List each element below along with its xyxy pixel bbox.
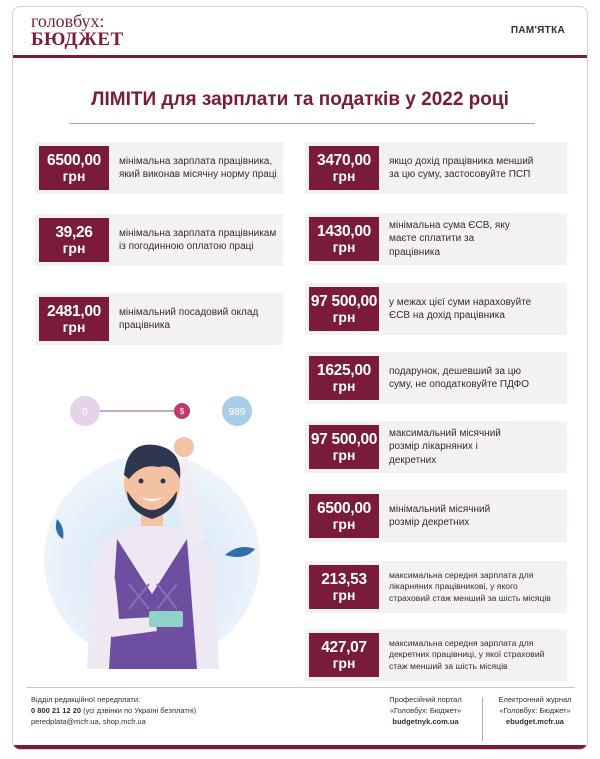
limit-tile: 1625,00 грн подарунок, дешевший за цю су…: [305, 352, 567, 404]
illustration: 0 $ 989: [44, 396, 260, 669]
limit-tile: 1430,00 грн мінімальна сума ЄСВ, яку має…: [305, 213, 567, 265]
amount-unit: грн: [332, 377, 356, 394]
bottom-accent-bar: [13, 745, 587, 749]
amount-badge: 427,07 грн: [309, 633, 379, 677]
amount-value: 2481,00: [47, 302, 101, 320]
subscription-title: Відділ редакційної передплати:: [31, 695, 141, 704]
limit-tile: 97 500,00 грн максимальний місячний розм…: [305, 421, 567, 473]
amount-value: 6500,00: [47, 151, 101, 169]
amount-badge: 213,53 грн: [309, 565, 379, 609]
memo-tag: ПАМ'ЯТКА: [510, 25, 565, 36]
amount-unit: грн: [62, 239, 86, 256]
page-title: ЛІМІТИ для зарплати та податків у 2022 р…: [91, 89, 509, 110]
amount-badge: 2481,00 грн: [39, 297, 109, 341]
subscription-contacts[interactable]: peredplata@mcfr.ua, shop.mcfr.ua: [31, 716, 146, 726]
leaf-icon: [225, 547, 255, 557]
header-divider: [13, 55, 587, 58]
limit-description: мінімальна сума ЄСВ, яку маєте сплатити …: [389, 219, 510, 258]
journal-name: «Головбух: Бюджет»: [499, 705, 571, 715]
amount-badge: 97 500,00 грн: [309, 425, 379, 469]
slider-min-knob: [70, 396, 100, 426]
logo-line2: БЮДЖЕТ: [31, 29, 124, 50]
limit-description: у межах цієї суми нараховуйте ЄСВ на дох…: [389, 296, 532, 322]
limit-description: максимальна середня зарплата для лікарня…: [389, 570, 551, 603]
amount-unit: грн: [332, 308, 356, 325]
footer-divider: [27, 687, 575, 688]
subscription-phone[interactable]: 0 800 21 12 20: [31, 705, 82, 715]
amount-unit: грн: [332, 446, 356, 463]
amount-value: 39,26: [55, 223, 93, 241]
limit-description: мінімальна зарплата працівника, який вик…: [119, 155, 277, 181]
amount-badge: 97 500,00 грн: [309, 287, 379, 331]
amount-value: 427,07: [321, 638, 367, 656]
amount-value: 3470,00: [317, 151, 371, 169]
slider-max-knob: [222, 396, 252, 426]
limit-tile: 427,07 грн максимальна середня зарплата …: [305, 629, 567, 681]
amount-badge: 1430,00 грн: [309, 217, 379, 261]
amount-unit: грн: [62, 167, 86, 184]
slider: 0 $ 989: [70, 396, 252, 426]
limit-tile: 6500,00 грн мінімальна зарплата працівни…: [35, 142, 283, 194]
footer-subscription: Відділ редакційної передплати: 0 800 21 …: [31, 695, 331, 728]
limit-tile: 3470,00 грн якщо дохід працівника менший…: [305, 142, 567, 194]
amount-badge: 39,26 грн: [39, 218, 109, 262]
raised-hand: [174, 437, 194, 457]
limit-tile: 6500,00 грн мінімальний місячний розмір …: [305, 490, 567, 542]
amount-badge: 6500,00 грн: [309, 494, 379, 538]
amount-unit: грн: [332, 586, 356, 603]
journal-title: Електронний журнал: [498, 695, 572, 704]
limit-description: мінімальний місячний розмір декретних: [389, 503, 491, 529]
amount-badge: 1625,00 грн: [309, 356, 379, 400]
slider-thumb: [174, 403, 190, 419]
limit-description: мінімальний посадовий оклад працівника: [119, 306, 259, 332]
vest: [109, 539, 197, 669]
portal-name: «Головбух: Бюджет»: [389, 705, 462, 715]
journal-link[interactable]: ebudget.mcfr.ua: [506, 716, 564, 726]
amount-unit: грн: [332, 654, 356, 671]
amount-value: 213,53: [321, 570, 367, 588]
hair: [124, 444, 181, 479]
memo-card: головбух: БЮДЖЕТ ПАМ'ЯТКА ЛІМІТИ для зар…: [12, 6, 588, 750]
title-underline: [69, 123, 535, 124]
portal-link[interactable]: budgetnyk.com.ua: [392, 716, 459, 726]
slider-min-label: 0: [82, 407, 88, 418]
subscription-phone-note: (усі дзвінки по Україні безплатні): [83, 705, 197, 715]
slider-thumb-label: $: [180, 407, 185, 416]
footer-journal: Електронний журнал «Головбух: Бюджет» eb…: [487, 695, 583, 728]
limit-tile: 39,26 грн мінімальна зарплата працівника…: [35, 214, 283, 266]
amount-value: 1430,00: [317, 222, 371, 240]
footer-separator: [482, 697, 483, 741]
amount-unit: грн: [332, 167, 356, 184]
limit-description: якщо дохід працівника менший за цю суму,…: [389, 155, 534, 181]
beard: [127, 491, 177, 519]
man-figure: [87, 437, 219, 669]
amount-badge: 6500,00 грн: [39, 146, 109, 190]
amount-value: 97 500,00: [310, 292, 378, 310]
limit-tile: 2481,00 грн мінімальний посадовий оклад …: [35, 293, 283, 345]
amount-unit: грн: [332, 238, 356, 255]
footer-portal: Професійний портал «Головбух: Бюджет» bu…: [373, 695, 478, 728]
amount-value: 6500,00: [317, 499, 371, 517]
amount-value: 1625,00: [317, 361, 371, 379]
logo-line1: головбух:: [31, 11, 105, 31]
amount-badge: 3470,00 грн: [309, 146, 379, 190]
amount-value: 97 500,00: [310, 430, 378, 448]
limit-tile: 97 500,00 грн у межах цієї суми нарахову…: [305, 283, 567, 335]
limit-description: подарунок, дешевший за цю суму, не опода…: [389, 365, 530, 391]
limit-description: максимальний місячний розмір лікарняних …: [389, 427, 501, 466]
amount-unit: грн: [332, 515, 356, 532]
limit-description: максимальна середня зарплата для декретн…: [389, 638, 545, 671]
amount-unit: грн: [62, 318, 86, 335]
portal-title: Професійний портал: [389, 695, 462, 704]
slider-max-label: 989: [229, 407, 246, 418]
limit-tile: 213,53 грн максимальна середня зарплата …: [305, 561, 567, 613]
leaf-icon: [55, 519, 64, 539]
limit-description: мінімальна зарплата працівникам із погод…: [119, 227, 277, 253]
header: головбух: БЮДЖЕТ ПАМ'ЯТКА: [13, 7, 587, 55]
money-icon: [149, 611, 183, 627]
